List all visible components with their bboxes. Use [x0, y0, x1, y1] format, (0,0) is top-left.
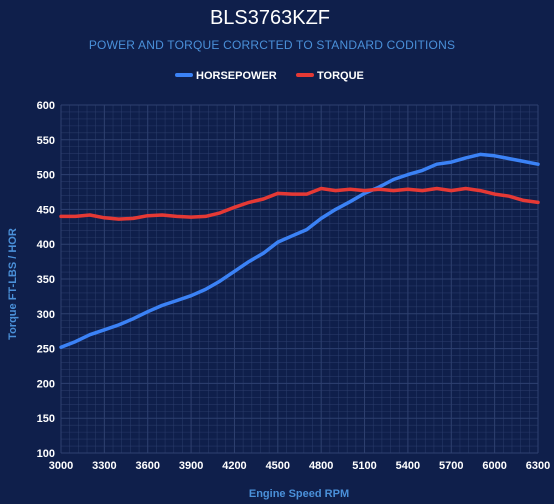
- legend[interactable]: HORSEPOWER TORQUE: [175, 70, 364, 82]
- x-tick-label: 5400: [396, 460, 420, 472]
- y-tick-label: 300: [37, 309, 55, 321]
- y-tick-label: 550: [37, 135, 55, 147]
- x-tick-label: 6300: [526, 460, 550, 472]
- x-axis-ticks: 3000 3300 3600 3900 4200 4500 4800 5100 5400 5700…: [49, 460, 550, 472]
- legend-label-torque: TORQUE: [317, 70, 364, 82]
- y-tick-label: 500: [37, 170, 55, 182]
- legend-item-torque[interactable]: TORQUE: [296, 70, 364, 82]
- series-lines: [59, 152, 540, 349]
- x-tick-label: 5700: [439, 460, 463, 472]
- series-line-torque[interactable]: [59, 186, 540, 221]
- legend-item-horsepower[interactable]: HORSEPOWER: [175, 70, 277, 82]
- x-tick-label: 4800: [309, 460, 333, 472]
- x-tick-label: 5100: [352, 460, 376, 472]
- y-tick-label: 350: [37, 274, 55, 286]
- chart-subtitle: POWER AND TORQUE CORRCTED TO STANDARD CO…: [89, 38, 455, 52]
- y-tick-label: 450: [37, 204, 55, 216]
- x-tick-label: 3300: [92, 460, 116, 472]
- x-tick-label: 6000: [482, 460, 506, 472]
- y-tick-label: 600: [37, 100, 55, 112]
- y-tick-label: 400: [37, 239, 55, 251]
- y-tick-label: 150: [37, 413, 55, 425]
- x-axis-label: Engine Speed RPM: [249, 488, 349, 500]
- y-axis-label: Torque FT-LBS / HOR: [7, 228, 19, 340]
- x-tick-label: 3000: [49, 460, 73, 472]
- x-tick-label: 3600: [135, 460, 159, 472]
- chart-title: BLS3763KZF: [210, 7, 330, 29]
- series-line-horsepower[interactable]: [59, 152, 540, 349]
- y-tick-label: 250: [37, 344, 55, 356]
- legend-label-horsepower: HORSEPOWER: [196, 70, 277, 82]
- y-tick-label: 200: [37, 378, 55, 390]
- x-tick-label: 4200: [222, 460, 246, 472]
- y-tick-label: 100: [37, 448, 55, 460]
- x-tick-label: 3900: [179, 460, 203, 472]
- x-tick-label: 4500: [266, 460, 290, 472]
- grid: [60, 104, 539, 454]
- y-axis-ticks: 100 150 200 250 300 350 400 450 500 550 600: [37, 100, 55, 460]
